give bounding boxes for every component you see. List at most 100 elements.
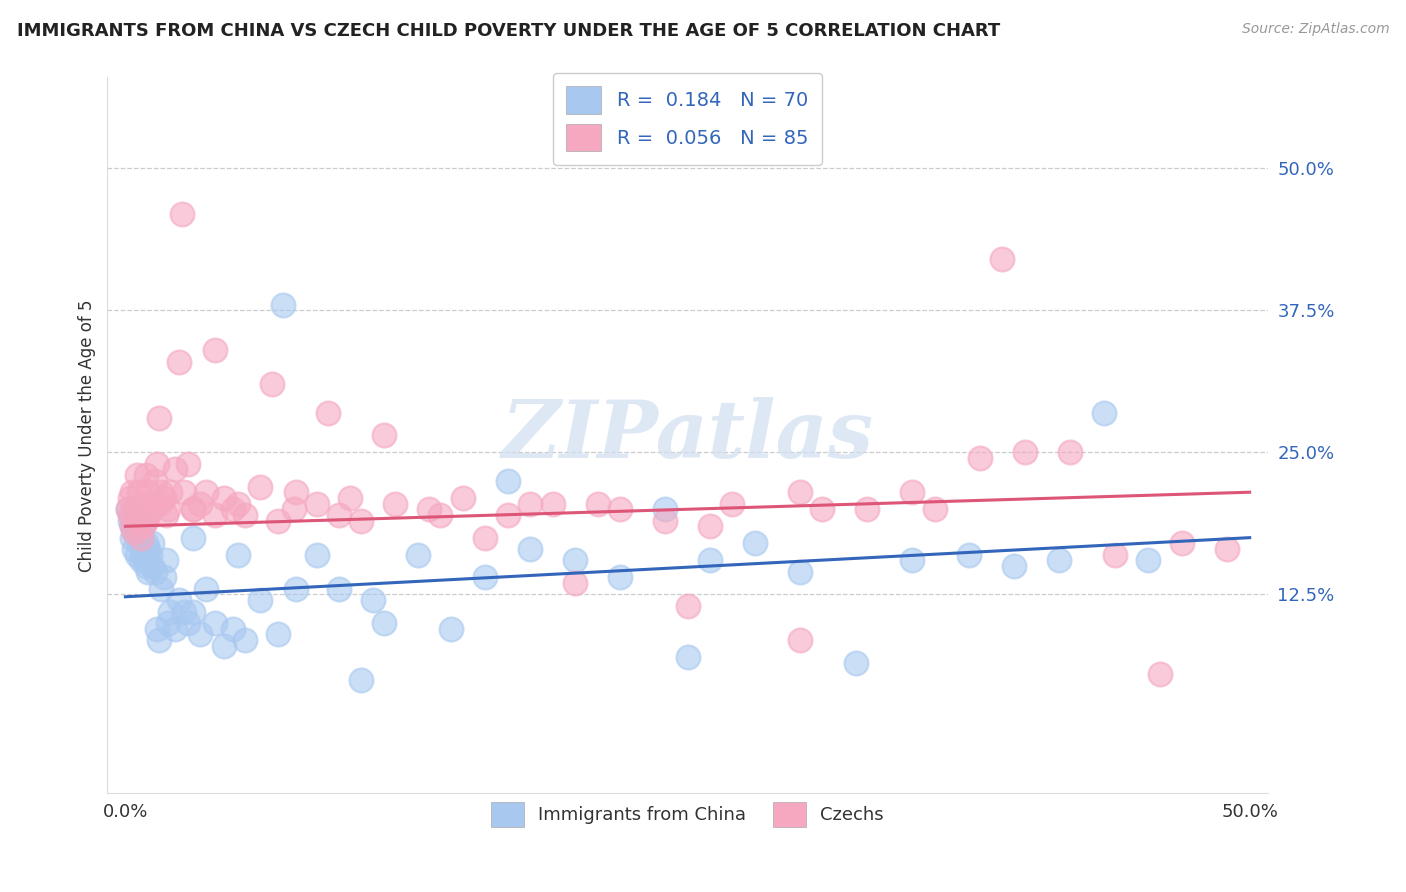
Point xyxy=(564,553,586,567)
Point xyxy=(233,632,256,647)
Point xyxy=(1137,553,1160,567)
Point xyxy=(654,514,676,528)
Point xyxy=(1092,406,1115,420)
Point xyxy=(204,615,226,630)
Point xyxy=(474,531,496,545)
Point xyxy=(150,582,173,596)
Point xyxy=(117,502,139,516)
Point xyxy=(152,491,174,505)
Point xyxy=(350,673,373,687)
Point xyxy=(128,508,150,522)
Point xyxy=(121,485,143,500)
Point xyxy=(384,497,406,511)
Point xyxy=(811,502,834,516)
Point xyxy=(128,485,150,500)
Point xyxy=(124,524,146,539)
Point xyxy=(373,428,395,442)
Point xyxy=(699,519,721,533)
Point xyxy=(541,497,564,511)
Point xyxy=(1014,445,1036,459)
Point xyxy=(609,570,631,584)
Point xyxy=(128,536,150,550)
Point xyxy=(181,531,204,545)
Point xyxy=(132,502,155,516)
Point xyxy=(170,207,193,221)
Point xyxy=(474,570,496,584)
Point xyxy=(226,548,249,562)
Point xyxy=(1216,542,1239,557)
Point xyxy=(181,502,204,516)
Point xyxy=(222,622,245,636)
Point xyxy=(339,491,361,505)
Point xyxy=(195,485,218,500)
Point xyxy=(260,377,283,392)
Point xyxy=(132,548,155,562)
Point xyxy=(789,565,811,579)
Point xyxy=(901,485,924,500)
Point xyxy=(845,656,868,670)
Point xyxy=(519,497,541,511)
Point xyxy=(214,491,236,505)
Point xyxy=(129,553,152,567)
Point xyxy=(226,497,249,511)
Point xyxy=(124,502,146,516)
Text: IMMIGRANTS FROM CHINA VS CZECH CHILD POVERTY UNDER THE AGE OF 5 CORRELATION CHAR: IMMIGRANTS FROM CHINA VS CZECH CHILD POV… xyxy=(17,22,1000,40)
Point xyxy=(155,508,177,522)
Point xyxy=(361,593,384,607)
Y-axis label: Child Poverty Under the Age of 5: Child Poverty Under the Age of 5 xyxy=(79,299,96,572)
Point xyxy=(143,474,166,488)
Point xyxy=(159,485,181,500)
Point xyxy=(1104,548,1126,562)
Point xyxy=(118,508,141,522)
Point xyxy=(350,514,373,528)
Point xyxy=(451,491,474,505)
Point xyxy=(1171,536,1194,550)
Point xyxy=(924,502,946,516)
Point xyxy=(139,497,162,511)
Point xyxy=(150,485,173,500)
Point xyxy=(188,627,211,641)
Point xyxy=(173,605,195,619)
Point xyxy=(233,508,256,522)
Point xyxy=(148,411,170,425)
Point xyxy=(132,519,155,533)
Point xyxy=(125,468,148,483)
Point xyxy=(159,605,181,619)
Point xyxy=(146,622,169,636)
Point xyxy=(181,605,204,619)
Point xyxy=(135,468,157,483)
Point xyxy=(1149,667,1171,681)
Point xyxy=(901,553,924,567)
Point xyxy=(957,548,980,562)
Point xyxy=(1002,559,1025,574)
Point xyxy=(129,531,152,545)
Point xyxy=(141,502,163,516)
Point xyxy=(789,632,811,647)
Point xyxy=(121,519,143,533)
Text: ZIPatlas: ZIPatlas xyxy=(502,397,873,475)
Point xyxy=(249,479,271,493)
Point xyxy=(519,542,541,557)
Point xyxy=(136,565,159,579)
Point xyxy=(222,502,245,516)
Point xyxy=(136,542,159,557)
Point xyxy=(496,474,519,488)
Point xyxy=(148,497,170,511)
Point xyxy=(121,531,143,545)
Point xyxy=(157,502,180,516)
Point xyxy=(188,497,211,511)
Point xyxy=(373,615,395,630)
Point xyxy=(305,497,328,511)
Point xyxy=(181,502,204,516)
Point xyxy=(564,576,586,591)
Point xyxy=(132,519,155,533)
Point xyxy=(204,343,226,358)
Point xyxy=(124,524,146,539)
Point xyxy=(128,519,150,533)
Point xyxy=(721,497,744,511)
Point xyxy=(177,457,200,471)
Point xyxy=(271,298,294,312)
Point xyxy=(676,599,699,613)
Point xyxy=(136,485,159,500)
Point xyxy=(141,536,163,550)
